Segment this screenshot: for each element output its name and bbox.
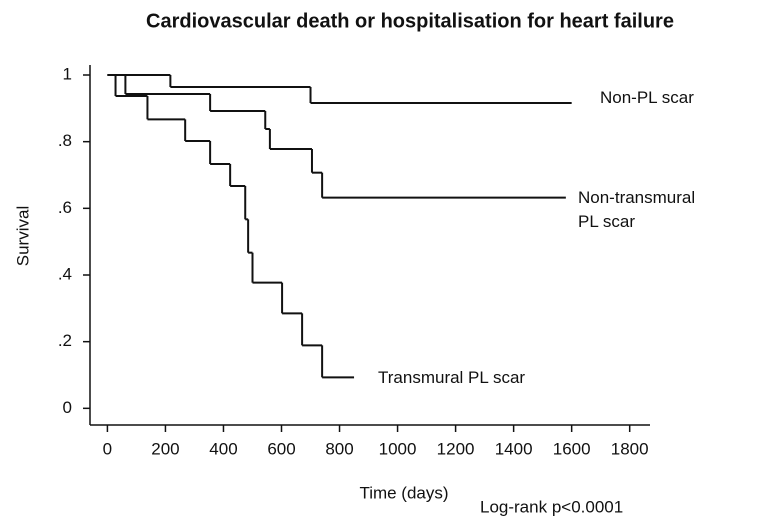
x-tick-label: 400 [209,439,237,458]
y-tick-label: .4 [58,264,72,283]
x-tick-label: 1800 [611,439,649,458]
y-tick-label: .8 [58,131,72,150]
x-tick-label: 1200 [437,439,475,458]
series-label: Non-PL scar [600,88,694,107]
series-label: Non-transmural PL scar [578,188,696,231]
series-label: Transmural PL scar [378,368,526,387]
x-tick-label: 1600 [553,439,591,458]
x-axis-label: Time (days) [359,483,448,502]
y-tick-label: 1 [63,64,72,83]
annotation: Log-rank p<0.0001 [480,497,623,516]
x-tick-label: 1000 [379,439,417,458]
chart-title: Cardiovascular death or hospitalisation … [146,10,674,32]
y-tick-label: 0 [63,398,72,417]
y-tick-label: .6 [58,198,72,217]
y-tick-label: .2 [58,331,72,350]
x-tick-label: 0 [103,439,112,458]
x-tick-label: 1400 [495,439,533,458]
y-axis-label: Survival [13,206,32,266]
x-tick-label: 600 [267,439,295,458]
x-tick-label: 200 [151,439,179,458]
x-tick-label: 800 [325,439,353,458]
